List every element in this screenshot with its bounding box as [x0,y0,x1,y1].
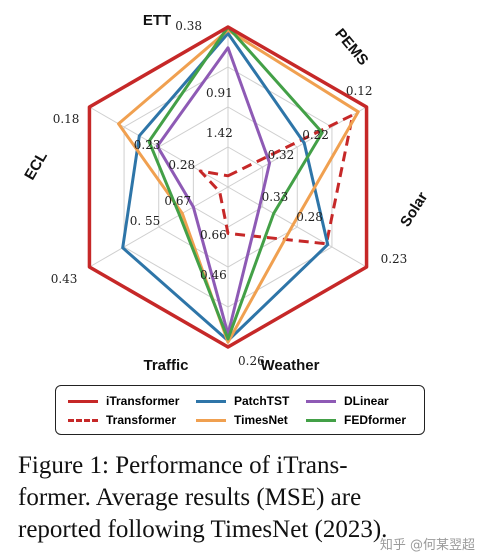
axis-name-solar: Solar [397,189,431,230]
legend-label: iTransformer [106,394,180,408]
legend-swatch [68,399,98,403]
legend-label: PatchTST [234,394,290,408]
chart-legend: iTransformer PatchTST DLinear Transforme… [55,385,425,435]
legend-label: FEDformer [344,413,407,427]
watermark: 知乎 @何某翌超 [379,538,475,553]
series-dlinear [155,46,272,336]
grid-spoke [89,186,229,268]
axis-name-ett: ETT [143,12,171,29]
tick-label: 0. 55 [130,214,161,228]
legend-swatch [196,399,226,403]
tick-label: 0.32 [268,148,295,162]
series-fedformer [147,25,324,341]
legend-label: TimesNet [234,413,288,427]
tick-label: 0.23 [134,138,161,152]
legend-swatch [306,418,336,422]
outer-tick-label: 0.12 [346,84,373,98]
legend-item-fedformer: FEDformer [306,413,406,427]
tick-label: 0.91 [206,86,233,100]
outer-tick-label: 0.38 [175,19,202,33]
figure-caption: Figure 1: Performance of iTrans- former.… [18,450,468,546]
outer-tick-label: 0.43 [51,272,78,286]
tick-label: 1.42 [206,126,233,140]
tick-label: 0.46 [200,268,227,282]
tick-label: 0.66 [200,228,227,242]
axis-name-weather: Weather [261,357,320,374]
tick-label: 0.22 [302,128,329,142]
tick-label: 0.33 [262,190,289,204]
legend-item-patchtst: PatchTST [196,394,289,408]
tick-label: 0.28 [168,158,195,172]
outer-tick-label: 0.23 [381,252,408,266]
series-transformer [198,113,355,246]
legend-item-dlinear: DLinear [306,394,389,408]
grid-spoke [227,186,367,268]
caption-line: former. Average results (MSE) are [18,484,362,511]
legend-item-itransformer: iTransformer [68,394,179,408]
legend-label: Transformer [106,413,177,427]
axis-name-traffic: Traffic [143,357,188,374]
legend-swatch [196,418,226,422]
series-itransformer [87,25,369,349]
radar-chart: 0.91 1.42 0.22 0.32 0.28 0.33 0.46 0.66 0. 550.6… [21,12,431,374]
legend-swatch [306,399,336,403]
legend-swatch [68,418,98,422]
outer-tick-label: 0.26 [238,354,265,368]
outer-tick-label: 0.18 [53,112,80,126]
legend-item-timesnet: TimesNet [196,413,288,427]
tick-label: 0.67 [164,194,191,208]
series-timesnet [117,28,360,344]
legend-label: DLinear [344,394,389,408]
caption-line: Figure 1: Performance of iTrans- [18,452,348,479]
tick-label: 0.28 [296,210,323,224]
legend-item-transformer: Transformer [68,413,176,427]
caption-line: reported following TimesNet (2023). [18,516,388,543]
axis-name-pems: PEMS [331,25,371,68]
axis-name-ecl: ECL [21,149,51,183]
